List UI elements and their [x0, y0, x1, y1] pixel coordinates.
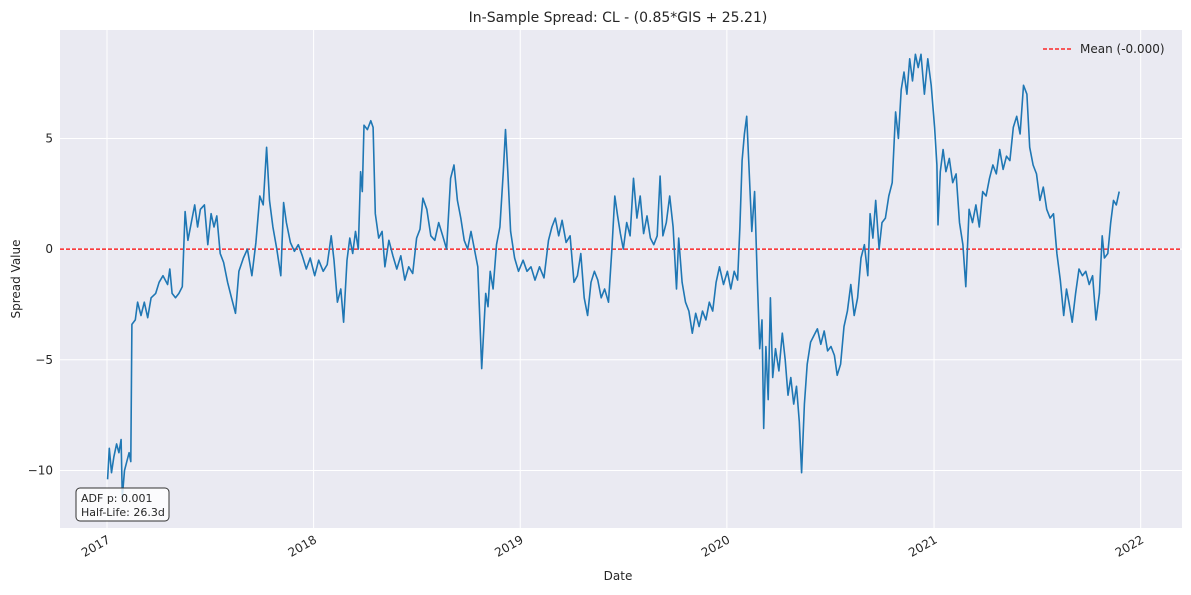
- y-tick-label: −5: [35, 353, 53, 367]
- stats-annotation: ADF p: 0.001 Half-Life: 26.3d: [75, 487, 170, 522]
- y-tick-label: 0: [45, 242, 53, 256]
- stats-adf-text: ADF p: 0.001: [81, 492, 153, 505]
- y-axis-ticks: −10 −5 0 5: [28, 131, 53, 477]
- x-axis-title: Date: [604, 569, 633, 583]
- y-axis-title: Spread Value: [9, 239, 23, 318]
- spread-series-line: [106, 53, 1120, 498]
- y-tick-label: −10: [28, 463, 53, 477]
- legend: Mean (-0.000): [1043, 42, 1165, 56]
- legend-mean-label: Mean (-0.000): [1080, 42, 1165, 56]
- y-tick-label: 5: [45, 131, 53, 145]
- chart-title: In-Sample Spread: CL - (0.85*GIS + 25.21…: [469, 10, 768, 26]
- series-group: [106, 53, 1120, 498]
- stats-annotation-box: [75, 487, 170, 522]
- plot-area: [60, 30, 1182, 528]
- stats-halflife-text: Half-Life: 26.3d: [81, 506, 165, 519]
